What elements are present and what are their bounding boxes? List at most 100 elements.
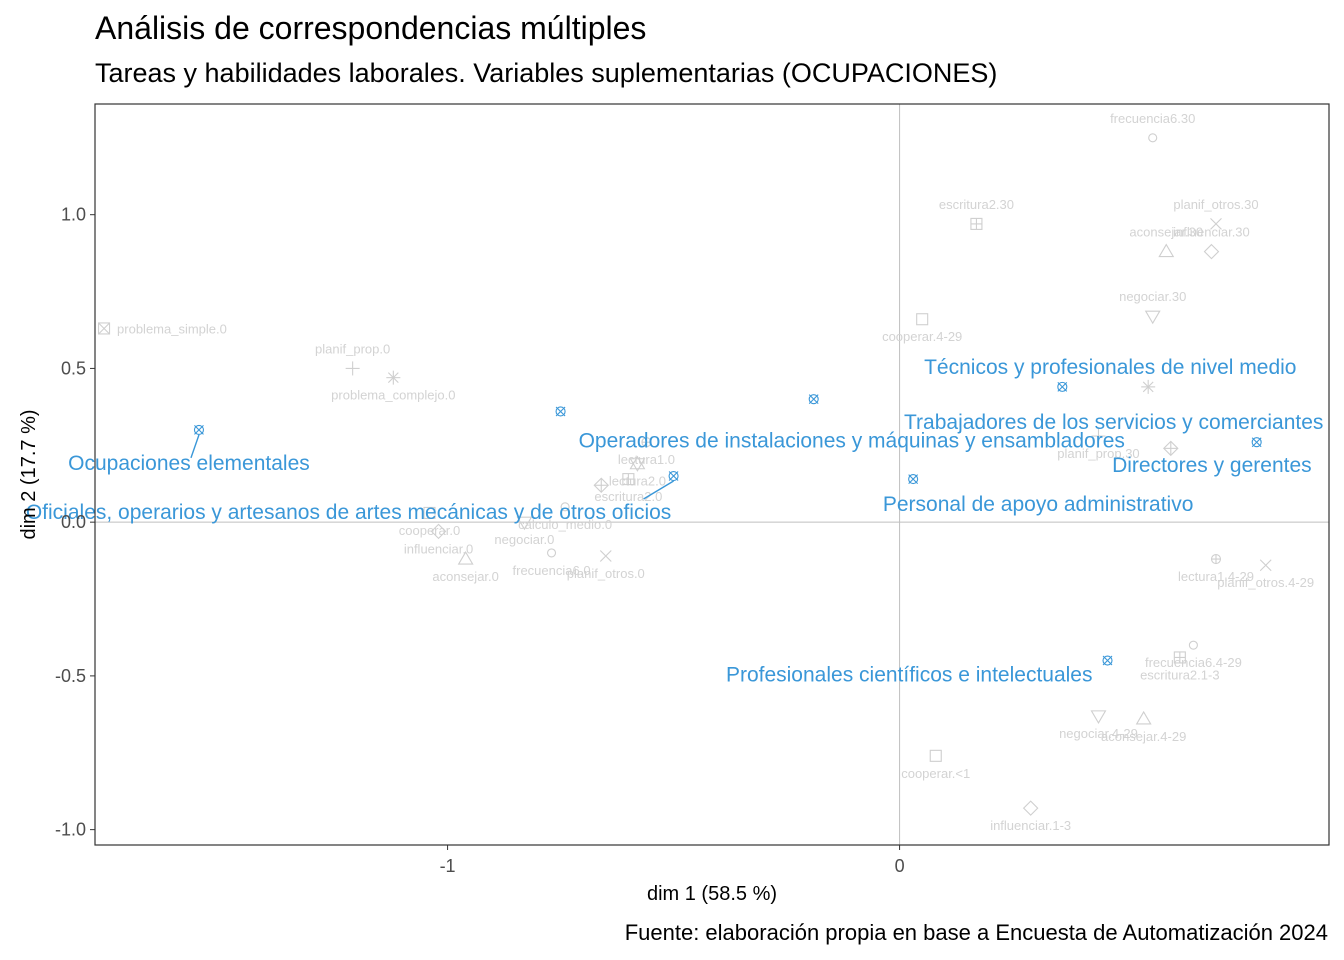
active-category-label: escritura2.0 [594, 489, 662, 504]
point-marker [1144, 310, 1161, 325]
point-marker [929, 749, 942, 762]
point-marker [668, 470, 679, 482]
point-marker [1090, 710, 1107, 724]
active-category-point: frecuencia6.30 [1110, 111, 1195, 143]
active-category-label: escritura2.1-3 [1140, 667, 1219, 682]
panel-border [94, 103, 1330, 846]
point-marker [1251, 437, 1262, 448]
supplementary-categories: Ocupaciones elementales Operadores de ins… [26, 356, 1324, 687]
active-category-point: cooperar.4-29 [882, 313, 962, 344]
point-marker [1210, 218, 1222, 230]
active-category-point: influenciar.30 [1173, 225, 1250, 260]
supplementary-category-point: Profesionales científicos e intelectuale… [726, 655, 1113, 687]
point-marker [1057, 381, 1068, 392]
active-category-label: aconsejar.30 [1129, 225, 1203, 240]
active-category-label: planif_otros.0 [567, 566, 645, 581]
x-axis-title: dim 1 (58.5 %) [647, 883, 777, 905]
y-tick-label: -0.5 [55, 666, 86, 686]
occupation-label: Oficiales, operarios y artesanos de arte… [26, 501, 671, 524]
supplementary-category-point: Trabajadores de los servicios y comercia… [808, 394, 1323, 434]
point-marker [970, 217, 983, 230]
point-marker [1135, 710, 1152, 725]
occupation-label: Profesionales científicos e intelectuale… [726, 664, 1093, 687]
point-marker [1158, 243, 1175, 258]
supplementary-category-point: Operadores de instalaciones y máquinas y… [555, 406, 1125, 452]
y-tick-label: -1.0 [55, 820, 86, 840]
active-category-point: lectura1.4-29 [1178, 554, 1254, 584]
point-marker [516, 516, 533, 531]
active-category-label: cooperar.0 [399, 523, 460, 538]
chart-caption: Fuente: elaboración propia en base a Enc… [624, 920, 1328, 945]
point-marker [1102, 655, 1113, 666]
active-category-label: lectura2.0 [609, 474, 666, 489]
x-tick-label: 0 [895, 856, 905, 876]
point-marker [546, 548, 557, 558]
active-category-point: escritura2.0 [594, 473, 662, 504]
active-category-label: negociar.4-29 [1059, 726, 1138, 741]
x-tick-label: -1 [440, 856, 456, 876]
active-category-point: negociar.4-29 [1059, 710, 1138, 741]
point-marker [1022, 800, 1039, 816]
y-axis-title: dim 2 (17.7 %) [18, 409, 40, 539]
active-category-point: cooperar.0 [399, 506, 460, 538]
point-marker [1188, 640, 1198, 650]
active-category-label: influenciar.1-3 [990, 818, 1071, 833]
active-category-label: planif_prop.30 [1057, 446, 1139, 461]
active-category-label: aconsejar.4-29 [1101, 729, 1186, 744]
active-category-point: negociar.30 [1119, 289, 1186, 325]
point-marker [908, 474, 919, 485]
active-category-point: frecuencia6.4-29 [1145, 640, 1242, 670]
point-marker [916, 313, 929, 326]
point-marker [457, 550, 474, 565]
label-leader-line [643, 480, 674, 500]
active-category-label: negociar.0 [494, 532, 554, 547]
active-category-point: negociar.0 [494, 516, 554, 547]
point-marker [430, 523, 447, 540]
active-category-point: aconsejar.4-29 [1101, 710, 1186, 744]
label-leader-line [190, 434, 200, 459]
y-tick-label: 0.0 [61, 512, 86, 532]
point-marker [1210, 554, 1222, 565]
active-category-label: aconsejar.0 [432, 569, 499, 584]
point-marker [423, 506, 436, 519]
point-marker [593, 477, 610, 494]
supplementary-category-point: Ocupaciones elementales [68, 424, 310, 475]
active-category-point: planif_otros.30 [1173, 197, 1259, 230]
point-marker [193, 424, 205, 435]
active-category-point: escritura2.30 [939, 197, 1014, 230]
active-category-point: influenciar.0 [404, 523, 473, 556]
active-category-point: planif_prop.30 [1057, 429, 1140, 461]
active-category-point: escritura2.1-3 [1140, 651, 1220, 682]
active-category-point: planif_otros.4-29 [1217, 559, 1314, 590]
active-category-label: influenciar.30 [1173, 225, 1250, 240]
active-category-point: cooperar.<1 [901, 749, 970, 781]
active-category-label: escritura2.30 [939, 197, 1014, 212]
axes: -1 0 1.0 0.5 0.0 -0.5 -1.0 [55, 205, 905, 876]
active-category-point: planif_otros.0 [567, 550, 645, 581]
point-marker [1163, 440, 1179, 457]
active-category-label: influenciar.0 [404, 541, 473, 556]
y-tick-label: 0.5 [61, 358, 86, 378]
active-category-point: planif_prop.0 [315, 341, 390, 376]
active-category-label: cooperar.4-29 [882, 329, 962, 344]
point-marker [1141, 379, 1156, 394]
point-marker [560, 502, 570, 512]
active-category-label: problema_complejo.0 [331, 388, 455, 403]
occupation-label: Trabajadores de los servicios y comercia… [904, 411, 1323, 434]
supplementary-category-point: Oficiales, operarios y artesanos de arte… [26, 470, 679, 524]
active-category-point: problema_complejo.0 [331, 370, 455, 403]
active-category-label: frecuencia6.30 [1110, 111, 1195, 126]
active-category-label: cooperar.<1 [901, 766, 970, 781]
active-category-label: lectura1.0 [618, 452, 675, 467]
point-marker [1148, 133, 1158, 143]
active-category-label: lectura1.4-29 [1178, 569, 1254, 584]
active-categories: problema_simple.0 planif_prop.0 problema_c… [97, 111, 1314, 833]
active-category-point: problema_simple.0 [97, 321, 227, 336]
active-category-point [1163, 440, 1179, 457]
active-category-label: calculo_medio.0 [518, 517, 612, 532]
active-category-label: planif_otros.4-29 [1217, 575, 1314, 590]
point-marker [599, 550, 612, 562]
supplementary-category-point: Personal de apoyo administrativo [883, 474, 1193, 516]
point-marker [555, 406, 566, 417]
